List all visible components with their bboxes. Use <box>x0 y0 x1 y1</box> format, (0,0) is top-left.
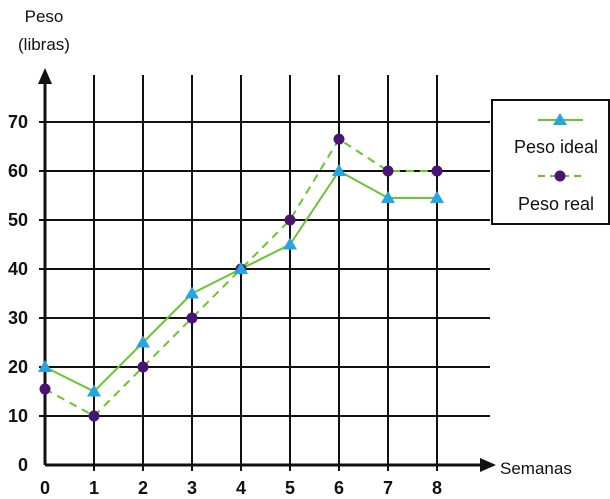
data-point-peso-real <box>333 133 345 145</box>
data-point-peso-ideal <box>185 286 199 299</box>
y-tick-label: 0 <box>18 455 28 475</box>
y-tick-label: 40 <box>8 259 28 279</box>
data-point-peso-real <box>382 165 394 177</box>
x-tick-label: 4 <box>236 478 246 498</box>
x-tick-label: 0 <box>40 478 50 498</box>
y-tick-label: 10 <box>8 406 28 426</box>
x-axis-arrow <box>480 458 496 472</box>
data-point-peso-ideal <box>38 360 52 372</box>
data-point-peso-ideal <box>87 384 101 397</box>
x-tick-label: 1 <box>89 478 99 498</box>
y-axis-arrow <box>38 68 52 84</box>
data-point-peso-real <box>88 410 100 422</box>
y-tick-label: 60 <box>8 161 28 181</box>
x-tick-label: 8 <box>432 478 442 498</box>
data-point-peso-ideal <box>381 190 395 203</box>
y-tick-label: 20 <box>8 357 28 377</box>
legend-label-ideal: Peso ideal <box>514 137 598 157</box>
axes <box>38 68 496 472</box>
data-point-peso-ideal <box>136 335 150 348</box>
data-point-peso-real <box>431 165 443 177</box>
data-point-peso-ideal <box>283 237 297 250</box>
legend-label-real: Peso real <box>518 194 594 214</box>
data-point-peso-ideal <box>234 262 248 274</box>
x-axis-label: Semanas <box>500 459 572 478</box>
y-axis-label-line2: (libras) <box>18 35 70 54</box>
markers-layer <box>38 133 444 422</box>
x-tick-label: 5 <box>285 478 295 498</box>
legend-swatch-real-marker <box>554 170 566 182</box>
y-axis-label-line1: Peso <box>25 7 64 26</box>
data-point-peso-ideal <box>430 190 444 203</box>
data-point-peso-real <box>284 214 296 226</box>
legend: Peso ideal Peso real <box>491 99 610 225</box>
series-line-peso-real <box>44 138 437 417</box>
y-tick-label: 50 <box>8 210 28 230</box>
x-tick-label: 3 <box>187 478 197 498</box>
x-tick-label: 2 <box>138 478 148 498</box>
tick-labels: 0 1 2 3 4 5 6 7 8 0 10 20 30 40 50 60 70 <box>8 112 442 498</box>
grid <box>45 75 490 465</box>
legend-swatch-ideal-marker <box>553 113 567 125</box>
x-tick-label: 6 <box>334 478 344 498</box>
data-point-peso-real <box>137 361 149 373</box>
y-tick-label: 30 <box>8 308 28 328</box>
data-point-peso-real <box>39 383 51 395</box>
data-point-peso-ideal <box>332 164 346 176</box>
y-tick-label: 70 <box>8 112 28 132</box>
data-point-peso-real <box>186 312 198 324</box>
x-tick-label: 7 <box>383 478 393 498</box>
